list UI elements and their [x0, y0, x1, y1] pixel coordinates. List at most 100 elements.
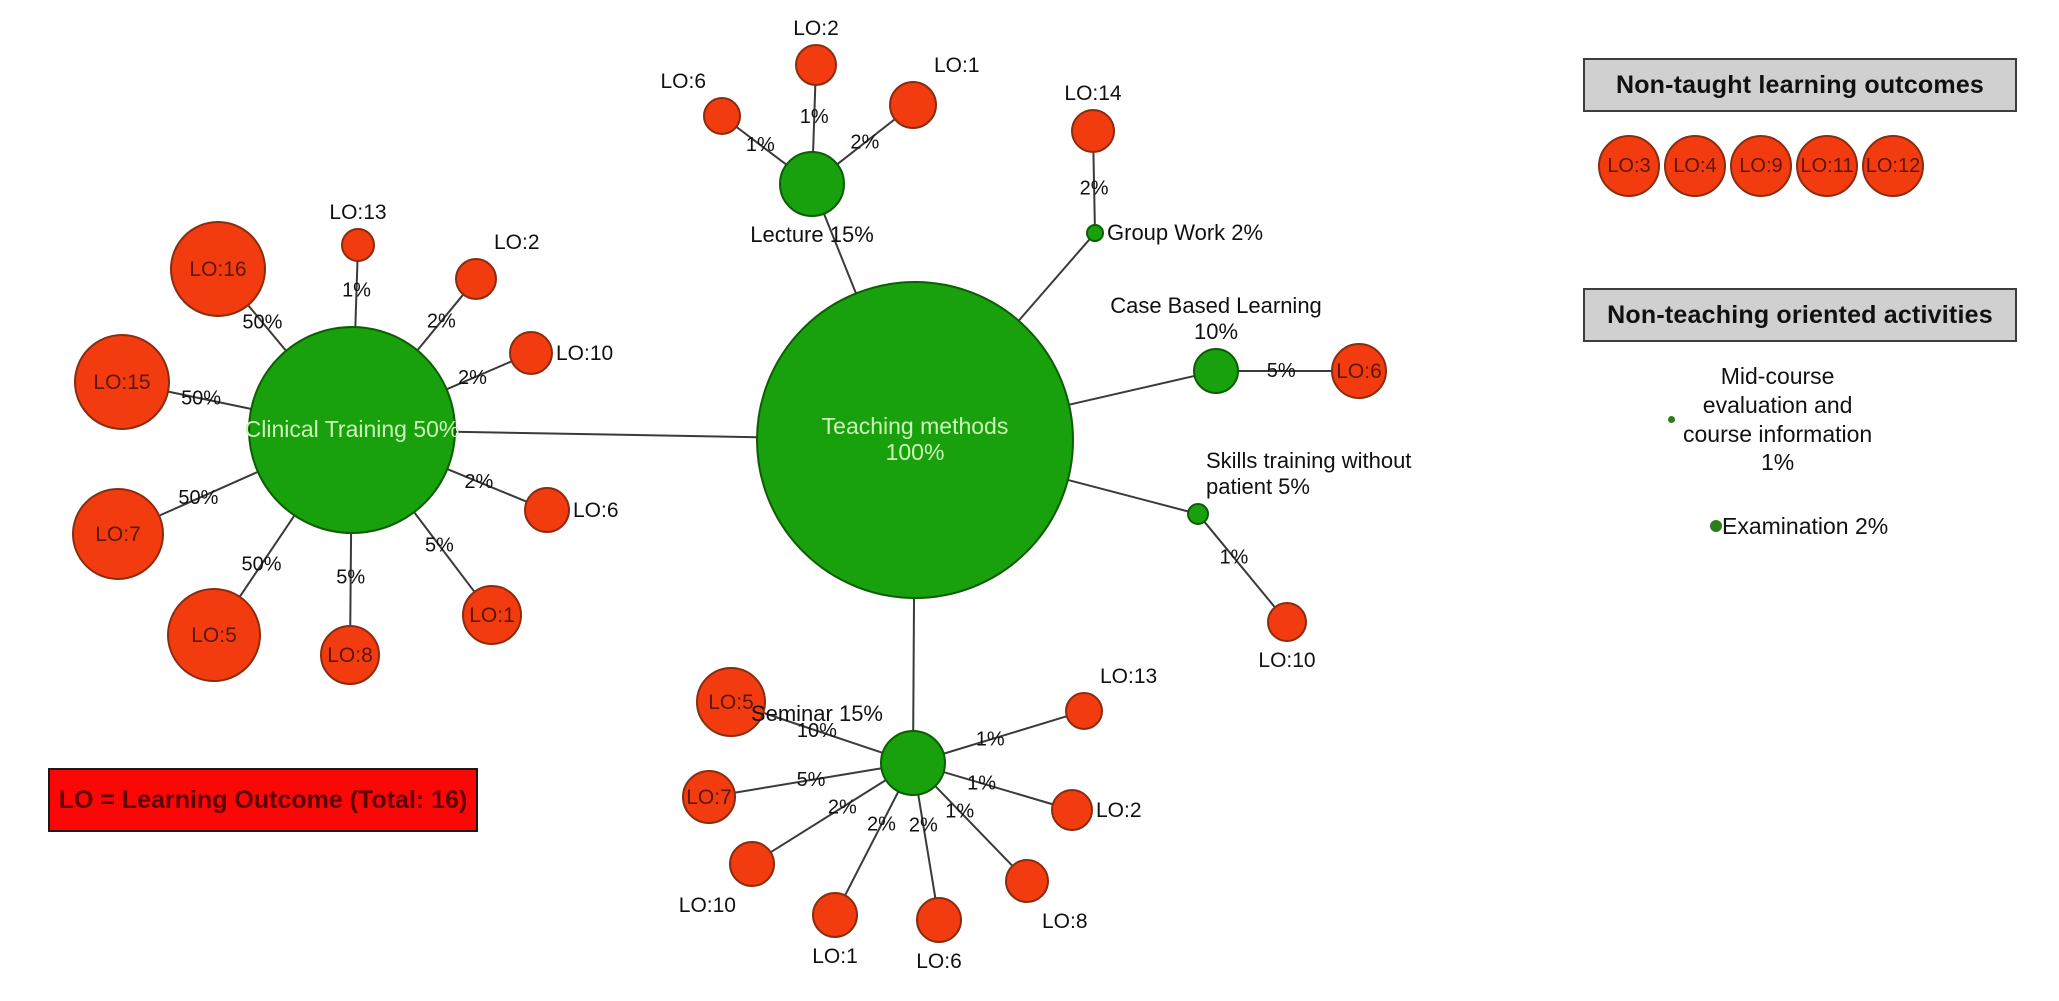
learning-outcome-node[interactable]	[1071, 109, 1115, 153]
edge-percent-label: 1%	[746, 134, 775, 156]
edge-line	[157, 470, 260, 518]
learning-outcome-node[interactable]	[696, 667, 766, 737]
learning-outcome-label: LO:10	[556, 342, 613, 365]
learning-outcome-node[interactable]	[455, 258, 497, 300]
edge-line	[942, 770, 1055, 806]
learning-outcome-label: LO:7	[95, 523, 141, 546]
edge-line	[942, 714, 1069, 755]
learning-outcome-node[interactable]	[1005, 859, 1049, 903]
edge-line	[843, 790, 900, 897]
learning-outcome-label: LO:6	[1336, 360, 1382, 383]
legend-non-teaching-item[interactable]: Examination 2%	[1710, 512, 1888, 541]
teaching-method-node[interactable]	[1086, 224, 1104, 242]
learning-outcome-label: LO:6	[916, 950, 962, 973]
legend-learning-outcome-chip[interactable]: LO:12	[1862, 135, 1924, 197]
teaching-method-node[interactable]	[756, 281, 1074, 599]
learning-outcome-label: LO:6	[660, 70, 706, 93]
edge-percent-label: 2%	[427, 310, 456, 332]
legend-non-teaching-item-label: Examination 2%	[1722, 513, 1889, 539]
edge-percent-label: 2%	[867, 813, 896, 835]
learning-outcome-node[interactable]	[1331, 343, 1387, 399]
edge-percent-label: 1%	[800, 106, 829, 128]
edge-line	[1017, 237, 1092, 323]
legend-learning-outcome-chip[interactable]: LO:4	[1664, 135, 1726, 197]
edge-percent-label: 5%	[797, 769, 826, 791]
teaching-method-node[interactable]	[779, 151, 845, 217]
legend-learning-outcome-chip[interactable]: LO:3	[1598, 135, 1660, 197]
learning-outcome-label: LO:8	[1042, 910, 1088, 933]
edges-layer	[157, 83, 1333, 900]
learning-outcome-node[interactable]	[916, 897, 962, 943]
learning-outcome-label: LO:5	[708, 691, 754, 714]
learning-outcome-label: LO:1	[469, 604, 515, 627]
legend-learning-outcome-chip[interactable]: LO:11	[1796, 135, 1858, 197]
learning-outcome-node[interactable]	[682, 770, 736, 824]
edge-line	[822, 212, 858, 295]
learning-outcome-label: LO:2	[1096, 799, 1142, 822]
learning-outcome-label: LO:10	[679, 894, 736, 917]
edge-percent-label: 1%	[945, 800, 974, 822]
edge-percent-label: 50%	[241, 553, 281, 575]
edge-labels-layer: 50%50%50%50%1%2%2%2%5%5%1%1%2%2%5%1%10%5…	[178, 106, 1295, 836]
teaching-method-label: Clinical Training 50%	[245, 416, 460, 442]
edge-percent-label: 1%	[976, 729, 1005, 751]
edge-line	[445, 467, 528, 503]
learning-outcome-node[interactable]	[72, 488, 164, 580]
legend-non-taught-chip-row: LO:3 LO:4 LO:9 LO:11 LO:12	[1598, 135, 1924, 197]
activity-dot-icon	[1668, 416, 1675, 423]
learning-outcome-node[interactable]	[170, 221, 266, 317]
edge-percent-label: 5%	[425, 534, 454, 556]
teaching-method-node[interactable]	[1187, 503, 1209, 525]
learning-outcome-node[interactable]	[812, 892, 858, 938]
legend-learning-outcome-chip[interactable]: LO:9	[1730, 135, 1792, 197]
edge-line	[912, 596, 916, 733]
legend-non-teaching-item[interactable]: Mid-course evaluation and course informa…	[1668, 362, 1872, 477]
teaching-method-label: Lecture 15%	[750, 222, 874, 247]
learning-outcome-label: LO:7	[686, 786, 732, 809]
edge-line	[412, 510, 476, 594]
edge-line	[769, 778, 888, 854]
teaching-method-label: 100%	[886, 439, 945, 465]
edge-percent-label: 2%	[464, 471, 493, 493]
teaching-method-node[interactable]	[1193, 348, 1239, 394]
edge-percent-label: 50%	[242, 311, 282, 333]
edge-percent-label: 2%	[1080, 177, 1109, 199]
edge-line	[453, 430, 759, 439]
edge-line	[917, 793, 937, 900]
edge-line	[166, 390, 253, 411]
teaching-method-node[interactable]	[880, 730, 946, 796]
learning-outcome-node[interactable]	[462, 585, 522, 645]
teaching-method-node[interactable]	[248, 326, 456, 534]
learning-outcome-node[interactable]	[889, 81, 937, 129]
learning-outcome-node[interactable]	[74, 334, 170, 430]
learning-outcome-node[interactable]	[524, 487, 570, 533]
edge-line	[1066, 478, 1190, 513]
teaching-method-label: Group Work 2%	[1107, 220, 1263, 245]
edge-line	[812, 83, 817, 154]
learning-outcome-node[interactable]	[341, 228, 375, 262]
learning-outcome-node[interactable]	[729, 841, 775, 887]
learning-outcome-node[interactable]	[320, 625, 380, 685]
learning-outcome-node[interactable]	[509, 331, 553, 375]
legend-non-taught-header: Non-taught learning outcomes	[1583, 58, 2017, 112]
learning-outcome-node[interactable]	[703, 97, 741, 135]
learning-outcome-node[interactable]	[1065, 692, 1103, 730]
learning-outcome-node[interactable]	[795, 44, 837, 86]
learning-outcome-label: LO:16	[189, 258, 246, 281]
edge-line	[1067, 374, 1196, 406]
learning-outcome-label: LO:14	[1064, 82, 1122, 105]
edge-line	[246, 303, 288, 353]
edge-percent-label: 1%	[342, 280, 371, 302]
learning-outcome-label: LO:2	[793, 17, 839, 40]
learning-outcome-node[interactable]	[167, 588, 261, 682]
edge-line	[349, 531, 353, 628]
legend-non-teaching-title: Non-teaching oriented activities	[1607, 300, 1993, 329]
learning-outcome-node[interactable]	[1267, 602, 1307, 642]
edge-line	[1092, 150, 1096, 227]
teaching-method-label: Seminar 15%	[751, 701, 883, 726]
learning-outcome-node[interactable]	[1051, 789, 1093, 831]
legend-non-teaching-header: Non-teaching oriented activities	[1583, 288, 2017, 342]
legend-non-taught-title: Non-taught learning outcomes	[1615, 70, 1985, 99]
